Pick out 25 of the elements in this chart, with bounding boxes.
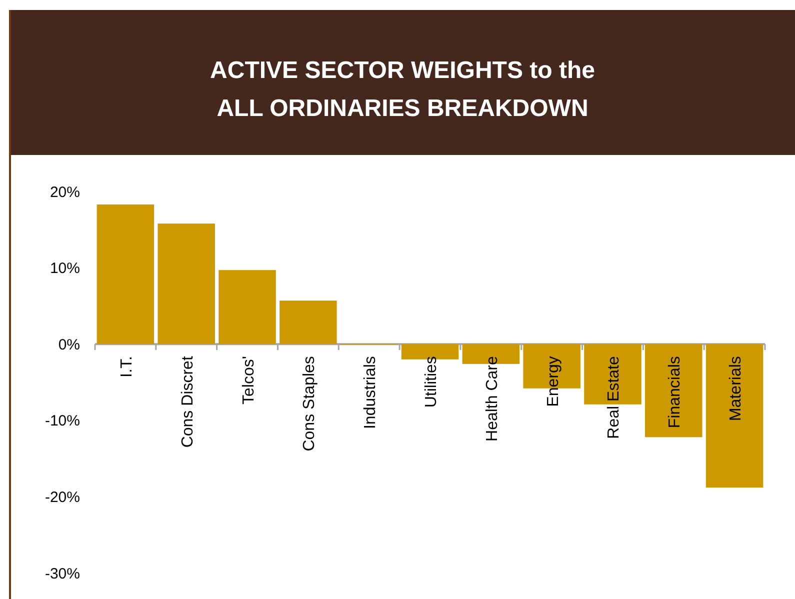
bar xyxy=(645,344,702,438)
x-tick-label: Energy xyxy=(544,356,562,407)
x-tick-label: I.T. xyxy=(118,356,136,378)
x-tick-label: Utilities xyxy=(423,356,440,408)
x-tick-label: Real Estate xyxy=(606,356,623,439)
x-tick-label: Industrials xyxy=(362,356,380,430)
y-tick-label: -10% xyxy=(44,412,80,430)
chart-title: ACTIVE SECTOR WEIGHTS to the ALL ORDINARIES BREAKDOWN xyxy=(210,57,595,122)
bar xyxy=(96,204,154,344)
bar xyxy=(158,224,215,344)
y-tick-label: 10% xyxy=(50,260,80,278)
x-tick-label: Cons Discret xyxy=(179,356,196,448)
bar xyxy=(584,344,642,404)
x-tick-label: Materials xyxy=(728,356,745,422)
x-tick-label: Financials xyxy=(666,356,684,428)
bar xyxy=(706,344,764,488)
x-tick-label: Cons Staples xyxy=(301,356,318,452)
bar xyxy=(280,300,337,344)
y-tick-label: 20% xyxy=(50,184,80,201)
x-tick-label: Health Care xyxy=(484,356,501,442)
bar xyxy=(218,270,276,344)
x-tick-label: Telcos' xyxy=(240,356,258,405)
y-tick-label: -20% xyxy=(44,488,80,506)
y-tick-label: 0% xyxy=(58,336,80,354)
y-tick-label: -30% xyxy=(44,565,80,582)
